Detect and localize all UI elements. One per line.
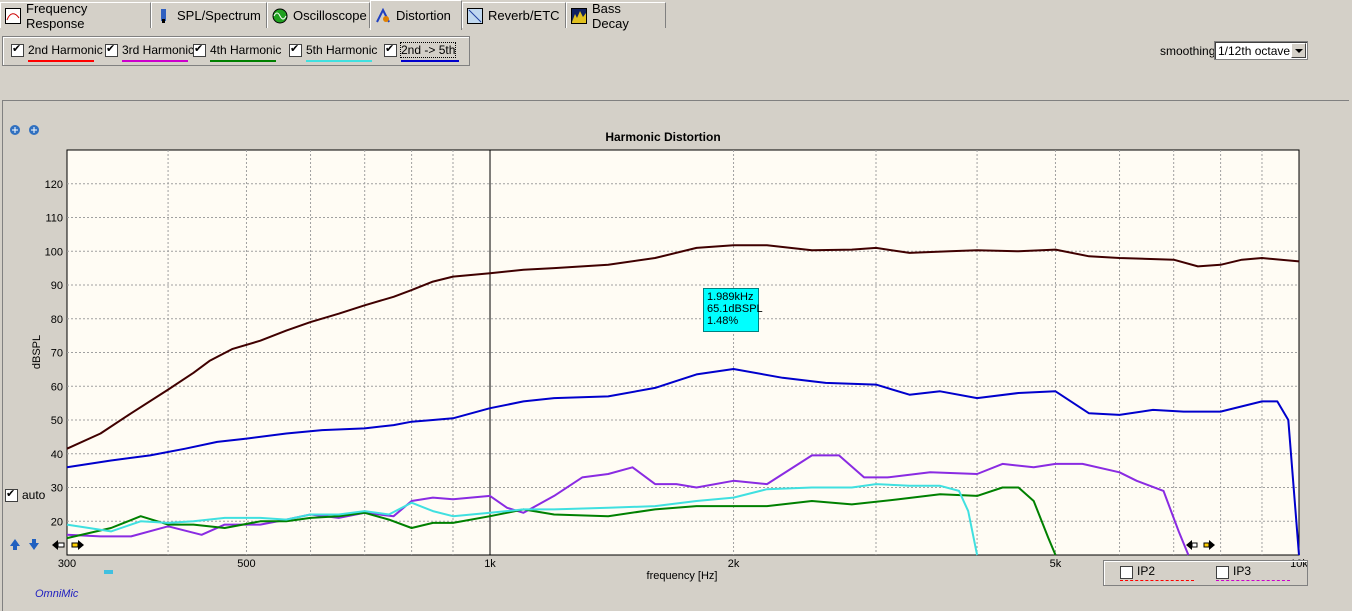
y-tick-label: 60 [51, 381, 63, 393]
x-tick-label: 300 [58, 558, 76, 570]
zoom-icon[interactable] [10, 125, 20, 135]
chart-title: Harmonic Distortion [605, 130, 720, 144]
tab-label: Distortion [396, 8, 451, 23]
ip-options-panel [1103, 560, 1308, 586]
tab-label: Reverb/ETC [488, 8, 560, 23]
legend-swatch [1120, 580, 1194, 581]
tab-reverb-etc[interactable]: Reverb/ETC [462, 2, 566, 28]
checkbox[interactable] [11, 42, 24, 57]
tab-bass-decay[interactable]: Bass Decay [566, 0, 666, 31]
checkbox[interactable] [384, 42, 397, 57]
pan-icon[interactable] [29, 125, 39, 135]
y-tick-label: 30 [51, 483, 63, 495]
legend-swatch [306, 60, 372, 62]
series-line [66, 368, 1300, 556]
bass-decay-icon [571, 7, 587, 24]
x-tick-label: 10k [1290, 558, 1308, 570]
reverb-icon [467, 7, 483, 24]
option-label: 4th Harmonic [210, 43, 282, 57]
checkbox[interactable] [1216, 566, 1229, 579]
x-scroll-right-icon[interactable] [71, 540, 84, 550]
series-line [66, 244, 1300, 450]
x-axis-label: frequency [Hz] [647, 570, 718, 582]
y-scale-up-icon[interactable] [10, 539, 20, 550]
option-3rd-harmonic[interactable]: 3rd Harmonic [105, 42, 194, 65]
tab-label: Frequency Response [26, 0, 88, 31]
readout-level: 65.1dBSPL [707, 303, 763, 315]
legend-swatch [122, 60, 188, 62]
ip-label: IP3 [1233, 564, 1252, 578]
tab-oscilloscope[interactable]: Oscilloscope [267, 2, 370, 28]
tab-frequency-response[interactable]: Frequency Response [0, 0, 151, 31]
tab-distortion[interactable]: Distortion [370, 0, 462, 30]
y-tick-label: 110 [45, 213, 63, 225]
x-tick-label: 1k [484, 558, 496, 570]
ip-label: IP2 [1137, 564, 1156, 578]
legend-marker-icon [104, 570, 113, 574]
x-zoom-out-icon[interactable] [1186, 540, 1198, 550]
cursor-readout-tooltip: 1.989kHz 65.1dBSPL 1.48% [703, 288, 763, 332]
chevron-down-icon[interactable] [1291, 43, 1306, 58]
y-tick-label: 40 [51, 449, 63, 461]
series-line [66, 483, 979, 556]
brand-label: OmniMic [35, 588, 79, 600]
distortion-icon [376, 7, 390, 22]
legend-swatch [210, 60, 276, 62]
legend-swatch [28, 60, 94, 62]
y-tick-label: 90 [51, 280, 63, 292]
frequency-response-icon [5, 7, 21, 24]
option-2nd-harmonic[interactable]: 2nd Harmonic [11, 42, 103, 65]
series-line [66, 486, 1057, 556]
auto-label: auto [22, 488, 46, 502]
checkbox[interactable] [193, 42, 206, 57]
x-zoom-in-icon[interactable] [1203, 540, 1215, 550]
spl-meter-icon [161, 8, 166, 23]
legend-swatch [1216, 580, 1290, 581]
y-tick-label: 120 [45, 179, 63, 191]
option-label: 2nd Harmonic [28, 43, 103, 57]
option-5th-harmonic[interactable]: 5th Harmonic [289, 42, 377, 65]
y-axis-label: dBSPL [31, 335, 43, 369]
graph-panel [2, 100, 1349, 611]
option-label: 2nd -> 5th [399, 42, 457, 58]
y-tick-label: 70 [51, 348, 63, 360]
option-4th-harmonic[interactable]: 4th Harmonic [193, 42, 281, 65]
ip2-checkbox[interactable]: IP2 [1120, 564, 1194, 581]
oscilloscope-icon [272, 8, 288, 23]
y-tick-label: 100 [45, 246, 63, 258]
x-tick-label: 5k [1050, 558, 1062, 570]
readout-percent: 1.48% [707, 315, 739, 327]
x-tick-label: 500 [237, 558, 255, 570]
readout-frequency: 1.989kHz [707, 291, 754, 303]
legend-swatch [401, 60, 459, 62]
option-label: 3rd Harmonic [122, 43, 195, 57]
ip3-checkbox[interactable]: IP3 [1216, 564, 1290, 581]
y-tick-label: 20 [51, 516, 63, 528]
y-tick-label: 50 [51, 415, 63, 427]
checkbox[interactable] [289, 42, 302, 57]
tab-bar: Frequency Response SPL/Spectrum Oscillos… [0, 0, 1352, 31]
checkbox[interactable] [105, 42, 118, 57]
smoothing-label: smoothing [1160, 44, 1216, 58]
smoothing-select[interactable]: 1/12th octave [1214, 41, 1308, 60]
auto-scale-checkbox[interactable]: auto [5, 487, 45, 502]
tab-spl-spectrum[interactable]: SPL/Spectrum [151, 2, 267, 28]
smoothing-value: 1/12th octave [1218, 44, 1291, 58]
tab-label: Oscilloscope [293, 8, 367, 23]
checkbox[interactable] [1120, 566, 1133, 579]
x-tick-label: 2k [728, 558, 740, 570]
y-scale-down-icon[interactable] [29, 539, 39, 550]
x-scroll-left-icon[interactable] [52, 540, 65, 550]
option-label: 5th Harmonic [306, 43, 378, 57]
harmonic-options-panel: 2nd Harmonic 3rd Harmonic 4th Harmonic 5… [2, 36, 470, 66]
tab-label: Bass Decay [592, 0, 629, 31]
tab-label: SPL/Spectrum [177, 8, 261, 23]
option-2nd-to-5th[interactable]: 2nd -> 5th [384, 42, 459, 65]
y-tick-label: 80 [51, 314, 63, 326]
checkbox[interactable] [5, 487, 18, 502]
